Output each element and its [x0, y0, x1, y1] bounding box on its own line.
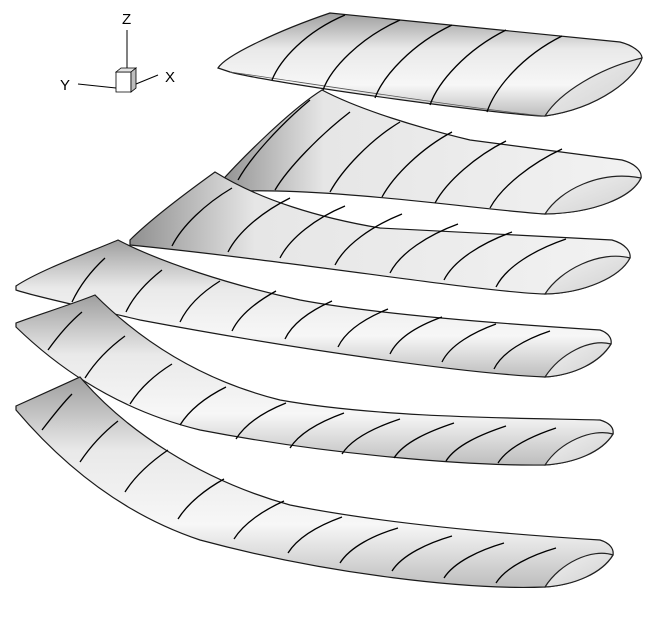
wing-2-station-5: [434, 140, 507, 204]
wing-4-station-6: [337, 308, 389, 348]
wing-4-station-9: [493, 330, 551, 370]
wing-5-station-10: [497, 427, 557, 464]
wing-1-station-4: [429, 29, 507, 106]
wing-5-station-7: [341, 418, 401, 455]
wing-6-station-1: [41, 393, 73, 431]
wing-6-station-9: [443, 542, 505, 579]
wing-3-surface: [129, 171, 631, 295]
wing-3-station-7: [495, 238, 567, 288]
wing-5-station-2: [84, 335, 126, 379]
wing-1-station-2: [322, 19, 401, 91]
wing-5-station-4: [179, 386, 227, 426]
wing-4-station-1: [71, 257, 106, 303]
wing-6-station-5: [233, 500, 285, 540]
wing-rectangular: [217, 12, 643, 117]
wing-1-lower-edge: [229, 71, 546, 117]
wing-2-station-3: [329, 121, 401, 193]
wing-2-station-6: [489, 148, 563, 209]
wing-5-station-9: [445, 425, 507, 462]
wing-3-station-3: [279, 205, 346, 259]
axis-label-x: X: [165, 69, 175, 86]
wing-6-station-10: [495, 547, 557, 584]
wing-2-station-2: [274, 111, 351, 191]
axis-label-y: Y: [60, 77, 70, 94]
wing-curved-a: [15, 239, 612, 378]
wing-6-station-8: [391, 535, 453, 572]
wing-3-station-4: [334, 213, 403, 266]
wing-1-station-5: [486, 35, 563, 113]
wing-6-surface: [15, 376, 614, 588]
wing-5-tip: [543, 432, 614, 466]
wing-6-station-3: [124, 449, 169, 493]
wing-4-station-7: [389, 316, 443, 355]
wing-2-station-1: [237, 99, 311, 181]
wing-2-tip: [543, 175, 642, 215]
wing-4-station-8: [441, 323, 497, 363]
y-axis-line: [77, 83, 117, 89]
wing-6-station-6: [287, 516, 343, 554]
axis-triad: Z Y X: [60, 11, 175, 94]
wing-2-station-4: [381, 131, 453, 198]
wing-1-tip: [543, 57, 643, 117]
wing-4-station-2: [125, 269, 163, 313]
wing-5-station-6: [289, 412, 345, 449]
wing-3-station-5: [389, 223, 459, 274]
wing-4-station-4: [231, 290, 277, 332]
wing-3-station-6: [443, 231, 513, 281]
wing-swept-a: [217, 89, 642, 215]
x-axis-line: [135, 74, 159, 85]
wing-4-tip: [543, 342, 612, 378]
wing-1-station-3: [374, 24, 453, 99]
axis-label-z: Z: [122, 11, 131, 28]
wing-5-station-3: [129, 363, 173, 405]
wing-curved-b: [15, 294, 614, 466]
wing-curved-c: [15, 376, 614, 588]
wing-6-station-2: [79, 420, 119, 463]
wing-4-surface: [15, 239, 612, 378]
wing-5-station-1: [47, 311, 83, 351]
wing-6-station-4: [177, 478, 225, 520]
wing-swept-b: [129, 171, 631, 295]
wing-6-tip: [543, 552, 614, 588]
wing-3-station-2: [227, 197, 291, 253]
wing-5-station-5: [235, 402, 287, 440]
wing-3-station-1: [171, 187, 233, 247]
wing-5-surface: [15, 294, 614, 466]
wing-3-tip: [543, 255, 631, 295]
wing-2-surface: [217, 89, 642, 215]
wing-5-station-8: [393, 422, 455, 459]
wing-4-station-3: [179, 280, 221, 323]
wing-4-station-5: [284, 300, 333, 340]
wing-1-station-1: [271, 14, 346, 81]
wing-6-station-7: [339, 527, 399, 564]
axis-cube-icon: [114, 67, 138, 93]
